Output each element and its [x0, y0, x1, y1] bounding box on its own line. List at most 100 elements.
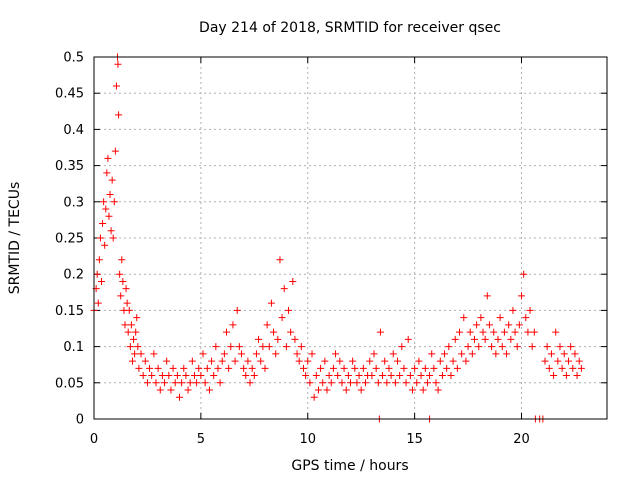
data-point [509, 306, 517, 314]
data-point [100, 198, 108, 206]
data-point [426, 372, 434, 380]
x-tick-label: 15 [406, 432, 423, 447]
data-point [389, 350, 397, 358]
data-point [456, 328, 464, 336]
data-point [370, 350, 378, 358]
data-point [325, 372, 333, 380]
data-point [500, 328, 508, 336]
y-tick-label: 0.45 [55, 87, 84, 102]
data-point [141, 357, 149, 365]
data-point [485, 321, 493, 329]
data-point [577, 364, 585, 372]
data-point [225, 364, 233, 372]
y-tick-label: 0.25 [55, 232, 84, 247]
data-point [550, 372, 558, 380]
data-point [265, 343, 273, 351]
data-point [289, 277, 297, 285]
data-point [186, 379, 194, 387]
data-point [432, 379, 440, 387]
data-point [214, 364, 222, 372]
data-point [368, 372, 376, 380]
data-point [567, 343, 575, 351]
data-point [327, 379, 335, 387]
data-point [423, 379, 431, 387]
data-point [197, 372, 205, 380]
data-point [562, 372, 570, 380]
data-point [109, 234, 117, 242]
data-point [229, 321, 237, 329]
data-point [353, 379, 361, 387]
data-point [402, 379, 410, 387]
data-point [167, 386, 175, 394]
data-point [116, 270, 124, 278]
data-point [118, 256, 126, 264]
data-point [359, 364, 367, 372]
data-point [184, 386, 192, 394]
y-tick-label: 0.15 [55, 304, 84, 319]
data-point [304, 357, 312, 365]
data-point [387, 372, 395, 380]
data-point [338, 379, 346, 387]
data-point [332, 350, 340, 358]
data-point [460, 314, 468, 322]
data-point [565, 357, 573, 365]
data-point [110, 198, 118, 206]
data-point [103, 169, 111, 177]
data-point [569, 364, 577, 372]
data-point [329, 364, 337, 372]
data-point [302, 372, 310, 380]
data-point [163, 357, 171, 365]
data-point [547, 350, 555, 358]
data-point [122, 285, 130, 293]
data-point [150, 350, 158, 358]
data-point [381, 357, 389, 365]
data-point [434, 386, 442, 394]
data-point [351, 364, 359, 372]
x-axis-label: GPS time / hours [291, 458, 408, 474]
data-point [438, 372, 446, 380]
data-point [481, 335, 489, 343]
data-point [117, 292, 125, 300]
data-point [102, 205, 110, 213]
data-point [404, 335, 412, 343]
data-point [488, 343, 496, 351]
data-point [108, 176, 116, 184]
data-point [135, 364, 143, 372]
data-point [361, 379, 369, 387]
data-point [417, 372, 425, 380]
data-point [524, 328, 532, 336]
data-point [128, 357, 136, 365]
data-points [90, 53, 585, 423]
data-point [376, 328, 384, 336]
data-point [558, 364, 566, 372]
data-point [462, 357, 470, 365]
data-point [169, 364, 177, 372]
data-point [233, 306, 241, 314]
data-point [428, 350, 436, 358]
data-point [520, 270, 528, 278]
data-point [494, 335, 502, 343]
data-point [511, 328, 519, 336]
data-point [391, 379, 399, 387]
data-point [107, 227, 115, 235]
data-point [101, 241, 109, 249]
y-tick-label: 0.35 [55, 159, 84, 174]
data-point [394, 357, 402, 365]
data-point [114, 60, 122, 68]
data-point [285, 306, 293, 314]
data-point [545, 364, 553, 372]
data-point [259, 343, 267, 351]
data-point [443, 364, 451, 372]
data-point [379, 372, 387, 380]
data-point [154, 364, 162, 372]
data-point [95, 256, 103, 264]
data-point [464, 343, 472, 351]
data-point [541, 357, 549, 365]
data-point [278, 314, 286, 322]
y-axis-label: SRMTID / TECUs [7, 182, 23, 295]
data-point [231, 357, 239, 365]
y-tick-label: 0 [76, 413, 84, 428]
data-point [475, 343, 483, 351]
data-point [436, 357, 444, 365]
